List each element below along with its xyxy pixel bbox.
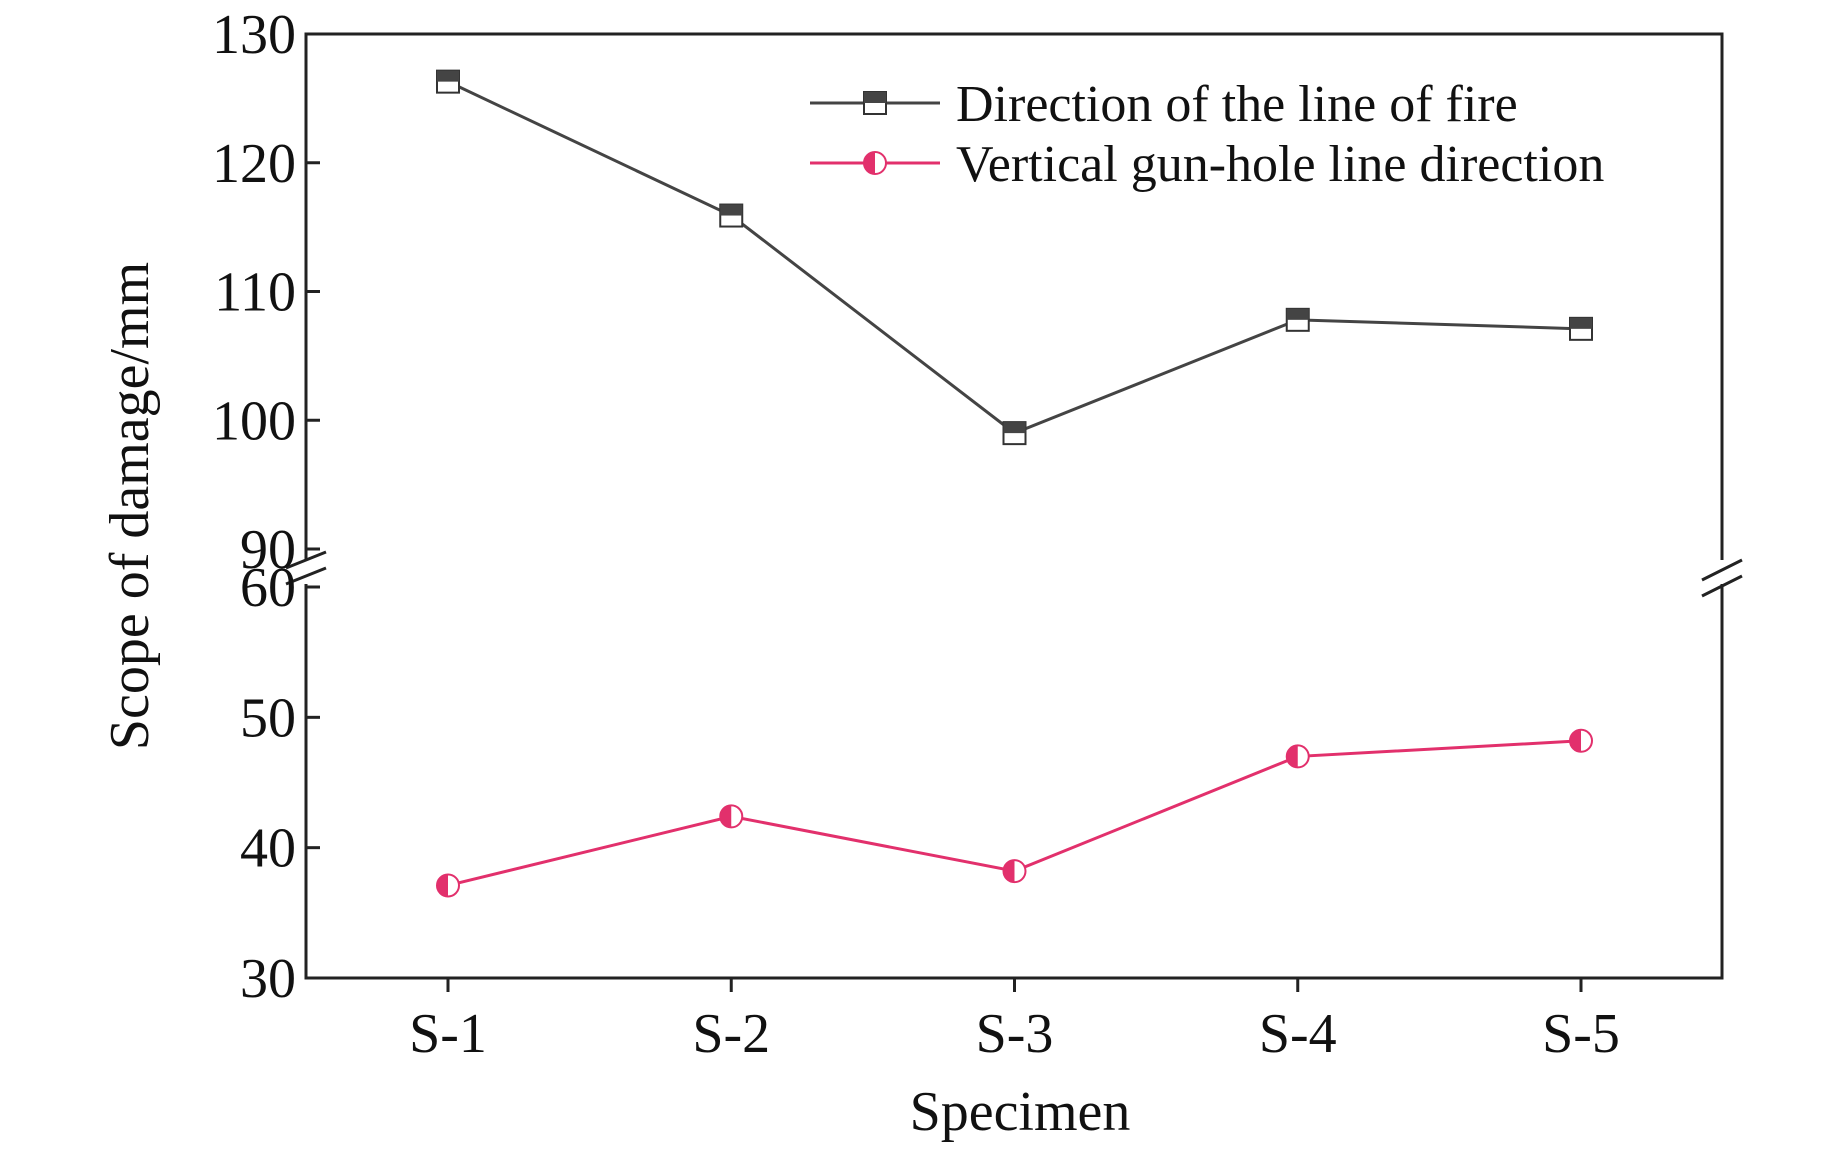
y-tick: 40 [240,818,320,880]
legend-label-series-2: Vertical gun-hole line direction [956,136,1604,193]
y-axis-title: Scope of damage/mm [99,262,161,750]
y-tick-label: 130 [212,4,296,66]
x-tick-label: S-1 [409,1003,487,1065]
y-tick-label: 30 [240,948,296,1010]
legend-marker-series-2 [863,151,887,175]
y-tick-label: 40 [240,818,296,880]
data-point-series-2 [1002,859,1027,884]
y-tick: 60 [240,557,320,619]
data-point-series-1 [1002,421,1027,446]
data-point-series-2 [719,804,744,829]
data-point-series-1 [436,69,460,94]
y-tick: 110 [214,262,320,324]
x-tick-label: S-2 [692,1003,770,1065]
axis-break-left [285,550,327,586]
y-tick: 100 [212,390,320,452]
x-axis: S-1 S-2 S-3 S-4 S-5 [409,978,1620,1065]
legend-label-series-1: Direction of the line of fire [956,76,1518,133]
y-tick: 90 [240,519,320,581]
y-tick-label: 120 [212,133,296,195]
x-tick-label: S-4 [1259,1003,1337,1065]
data-point-series-2 [1285,744,1310,769]
legend: Direction of the line of fire Vertical g… [810,76,1604,193]
y-tick-label: 60 [240,557,296,619]
data-point-series-2 [1569,728,1593,753]
x-axis-title: Specimen [910,1081,1131,1143]
y-tick-label: 90 [240,519,296,581]
data-point-series-1 [1569,316,1593,341]
y-tick: 30 [240,948,320,1010]
axis-break-right [1701,558,1743,598]
x-tick-label: S-5 [1542,1003,1620,1065]
legend-marker-series-1 [863,91,887,115]
y-tick: 50 [240,687,320,749]
x-tick: S-4 [1259,978,1337,1065]
x-tick-label: S-3 [976,1003,1054,1065]
y-tick: 130 [212,4,320,66]
y-tick-label: 50 [240,687,296,749]
series-layer [436,69,1593,898]
data-point-series-1 [1285,307,1310,332]
x-tick: S-1 [409,978,487,1065]
y-tick: 120 [212,133,320,195]
x-tick: S-2 [692,978,770,1065]
data-point-series-1 [719,203,744,228]
x-tick: S-5 [1542,978,1620,1065]
y-tick-label: 110 [214,262,296,324]
series-line-1 [447,80,1582,435]
x-tick: S-3 [976,978,1054,1065]
y-tick-label: 100 [212,390,296,452]
data-point-series-2 [436,873,460,898]
